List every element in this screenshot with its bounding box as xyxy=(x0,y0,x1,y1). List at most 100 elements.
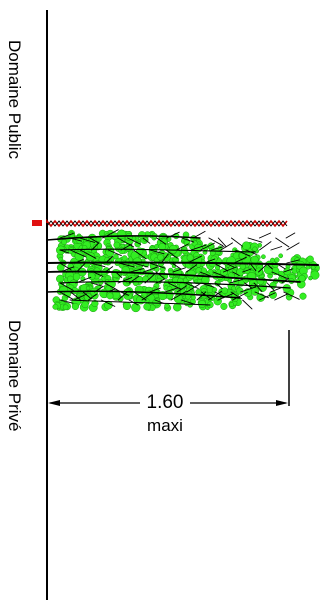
foliage-blob xyxy=(298,274,306,282)
twig xyxy=(164,287,179,293)
foliage-blob xyxy=(72,272,81,281)
twig xyxy=(192,230,206,239)
twig xyxy=(120,243,133,251)
twig xyxy=(92,271,104,277)
foliage-blob xyxy=(190,295,196,301)
twig xyxy=(117,277,133,284)
twig xyxy=(117,237,134,248)
twig xyxy=(69,237,82,242)
twig xyxy=(75,276,92,284)
twig xyxy=(115,271,123,279)
twig xyxy=(230,291,243,300)
twig xyxy=(211,246,225,251)
twig xyxy=(204,258,216,264)
twig xyxy=(104,282,120,292)
foliage-blob xyxy=(61,239,68,246)
foliage-blob xyxy=(113,241,121,249)
twig xyxy=(118,262,135,268)
twig xyxy=(104,266,114,273)
foliage-blob xyxy=(252,246,258,252)
foliage-blob xyxy=(211,287,218,293)
twig xyxy=(258,292,276,301)
twig xyxy=(106,288,117,293)
private-domain-label: Domaine Privé xyxy=(5,320,24,432)
twig xyxy=(234,249,251,257)
twig xyxy=(186,283,200,293)
foliage-blob xyxy=(250,255,259,264)
twig xyxy=(214,291,224,297)
twig xyxy=(176,285,188,293)
twig xyxy=(249,262,257,272)
twig xyxy=(82,291,92,300)
twig xyxy=(117,291,128,301)
twig xyxy=(242,299,253,310)
twig xyxy=(94,285,104,293)
foliage-blob xyxy=(106,292,114,300)
foliage-blob xyxy=(270,257,275,263)
twig xyxy=(154,299,165,304)
twig xyxy=(190,244,207,251)
foliage-blob xyxy=(198,300,207,308)
twig xyxy=(120,291,130,296)
twig xyxy=(285,232,296,239)
foliage-blob xyxy=(113,253,119,260)
foliage-blob xyxy=(229,302,235,307)
twig xyxy=(105,256,113,264)
twig xyxy=(171,262,182,270)
twig xyxy=(160,253,169,264)
twig xyxy=(283,291,300,300)
twig xyxy=(222,266,237,273)
twig xyxy=(200,242,215,251)
branch xyxy=(46,235,201,241)
twig xyxy=(144,274,155,284)
twig xyxy=(271,271,288,279)
twig xyxy=(224,262,235,268)
twig xyxy=(258,232,272,239)
twig xyxy=(102,229,119,239)
twig xyxy=(232,271,240,276)
twig xyxy=(127,237,142,245)
foliage-blob xyxy=(274,257,280,263)
twig xyxy=(196,291,207,301)
foliage-blob xyxy=(143,302,151,311)
foliage-blob xyxy=(306,255,314,263)
twig xyxy=(89,237,100,244)
twig xyxy=(59,299,74,304)
twig xyxy=(88,293,97,301)
twig xyxy=(281,277,290,284)
twig xyxy=(128,299,139,306)
foliage-blob xyxy=(164,303,170,309)
twig xyxy=(274,293,289,301)
foliage-blob xyxy=(278,253,284,259)
foliage-blob xyxy=(308,275,313,281)
twig xyxy=(156,237,167,245)
foliage-blob xyxy=(91,299,99,308)
twig xyxy=(208,237,224,247)
twig xyxy=(266,282,275,291)
twig xyxy=(172,267,186,273)
twig xyxy=(242,268,252,273)
branch xyxy=(69,299,211,306)
foliage-blob xyxy=(261,254,266,260)
twig xyxy=(181,237,195,243)
twig xyxy=(240,286,257,293)
twig xyxy=(70,291,81,301)
twig xyxy=(199,271,214,278)
foliage-blob xyxy=(152,298,161,307)
twig xyxy=(59,266,75,273)
dimension-note: maxi xyxy=(147,416,183,435)
twig xyxy=(201,291,212,300)
twig xyxy=(213,262,229,272)
twig xyxy=(180,299,195,305)
foliage-blob xyxy=(310,270,320,280)
public-domain-label: Domaine Public xyxy=(5,40,24,160)
foliage-blob xyxy=(221,287,229,295)
twig xyxy=(253,282,263,292)
twig xyxy=(229,278,244,284)
foliage-blob xyxy=(52,303,59,310)
twig xyxy=(247,237,263,243)
twig xyxy=(230,237,243,247)
twig xyxy=(245,249,257,255)
